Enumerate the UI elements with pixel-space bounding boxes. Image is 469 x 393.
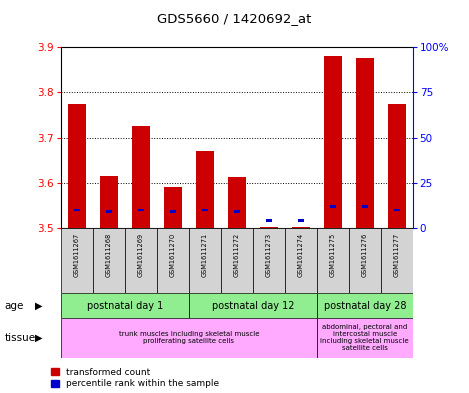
Bar [317, 318, 413, 358]
Text: tissue: tissue [5, 333, 36, 343]
Text: GSM1611276: GSM1611276 [362, 233, 368, 277]
Text: postnatal day 28: postnatal day 28 [324, 301, 406, 310]
Text: abdominal, pectoral and
intercostal muscle
including skeletal muscle
satellite c: abdominal, pectoral and intercostal musc… [320, 325, 409, 351]
Text: GSM1611277: GSM1611277 [394, 233, 400, 277]
Text: GSM1611267: GSM1611267 [74, 233, 80, 277]
Bar [189, 228, 221, 293]
Bar [157, 228, 189, 293]
Bar [317, 228, 349, 293]
Bar [189, 293, 317, 318]
Bar [202, 209, 208, 211]
Legend: transformed count, percentile rank within the sample: transformed count, percentile rank withi… [52, 368, 219, 389]
Text: GSM1611270: GSM1611270 [170, 233, 176, 277]
Text: postnatal day 12: postnatal day 12 [212, 301, 294, 310]
Text: GSM1611268: GSM1611268 [106, 233, 112, 277]
Text: postnatal day 1: postnatal day 1 [87, 301, 163, 310]
Text: ▶: ▶ [35, 333, 43, 343]
Bar [266, 219, 272, 222]
Bar [292, 227, 310, 228]
Text: GSM1611271: GSM1611271 [202, 233, 208, 277]
Bar [106, 210, 112, 213]
Text: GSM1611272: GSM1611272 [234, 233, 240, 277]
Bar [260, 227, 278, 228]
Bar [221, 228, 253, 293]
Bar [362, 205, 368, 208]
Bar [381, 228, 413, 293]
Bar [393, 209, 400, 211]
Bar [138, 209, 144, 211]
Text: GSM1611273: GSM1611273 [266, 233, 272, 277]
Bar [61, 318, 317, 358]
Bar [356, 59, 373, 228]
Bar [349, 228, 381, 293]
Bar [68, 104, 86, 228]
Bar [74, 209, 80, 211]
Bar [100, 176, 118, 228]
Bar [196, 151, 214, 228]
Bar [132, 126, 150, 228]
Bar [170, 210, 176, 213]
Bar [61, 228, 93, 293]
Bar [253, 228, 285, 293]
Bar [388, 104, 406, 228]
Bar [317, 293, 413, 318]
Bar [61, 293, 189, 318]
Bar [93, 228, 125, 293]
Bar [125, 228, 157, 293]
Text: GDS5660 / 1420692_at: GDS5660 / 1420692_at [157, 12, 312, 25]
Text: GSM1611275: GSM1611275 [330, 233, 336, 277]
Bar [285, 228, 317, 293]
Bar [234, 210, 240, 213]
Bar [298, 219, 304, 222]
Bar [330, 205, 336, 208]
Bar [228, 177, 246, 228]
Text: ▶: ▶ [35, 301, 43, 310]
Text: GSM1611274: GSM1611274 [298, 233, 304, 277]
Bar [324, 56, 341, 228]
Text: GSM1611269: GSM1611269 [138, 233, 144, 277]
Text: trunk muscles including skeletal muscle
proliferating satellite cells: trunk muscles including skeletal muscle … [119, 331, 259, 345]
Text: age: age [5, 301, 24, 310]
Bar [164, 187, 182, 228]
